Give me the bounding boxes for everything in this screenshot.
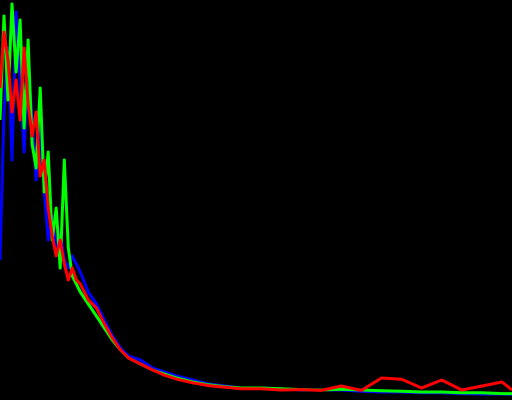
series-line-3 — [0, 30, 512, 392]
